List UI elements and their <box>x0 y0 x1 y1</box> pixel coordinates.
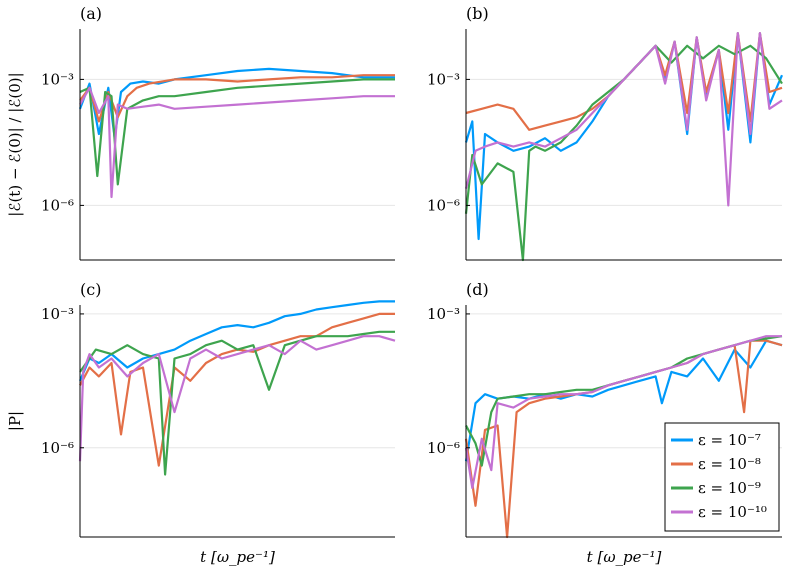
series-line-3 <box>79 78 395 186</box>
panel-1: 10⁻³ 10⁻⁶ (a) |ℰ(t) − ℰ(0)| / |ℰ(0)| <box>6 4 395 261</box>
panel-label: (b) <box>466 4 489 23</box>
series-line-4 <box>79 86 395 199</box>
series-line-3 <box>79 330 395 476</box>
legend-entry: ε = 10⁻¹⁰ <box>698 503 767 521</box>
panel-label: (a) <box>80 4 102 23</box>
y-tick-label: 10⁻³ <box>427 305 460 323</box>
panel-label: (c) <box>80 280 101 299</box>
y-tick-label: 10⁻³ <box>41 70 74 88</box>
y-axis-label: |P| <box>6 411 24 431</box>
series-line-4 <box>78 335 396 462</box>
x-axis-label: t [ω_pe⁻¹] <box>200 548 275 566</box>
legend-entry: ε = 10⁻⁹ <box>698 479 761 497</box>
series-line-4 <box>464 335 782 489</box>
y-tick-label: 10⁻³ <box>427 70 460 88</box>
y-tick-label: 10⁻⁶ <box>41 439 74 457</box>
x-axis-label: t [ω_pe⁻¹] <box>587 548 662 566</box>
y-axis-label: |ℰ(t) − ℰ(0)| / |ℰ(0)| <box>6 72 24 216</box>
series-line-4 <box>464 32 783 207</box>
series-line-1 <box>78 300 395 382</box>
y-tick-label: 10⁻⁶ <box>427 196 460 214</box>
legend-entry: ε = 10⁻⁷ <box>698 431 761 449</box>
legend-entry: ε = 10⁻⁸ <box>698 455 761 473</box>
y-tick-label: 10⁻⁶ <box>427 439 460 457</box>
panel-label: (d) <box>466 280 489 299</box>
panel-3: 10⁻³ 10⁻⁶ (c) t [ω_pe⁻¹] |P| <box>6 280 396 566</box>
series-line-3 <box>464 44 783 262</box>
panel-4: 10⁻³10⁻⁶(d)t [ω_pe⁻¹]ε = 10⁻⁷ε = 10⁻⁸ε =… <box>427 280 783 566</box>
legend: ε = 10⁻⁷ ε = 10⁻⁸ ε = 10⁻⁹ ε = 10⁻¹⁰ <box>664 422 780 532</box>
y-tick-label: 10⁻³ <box>41 305 74 323</box>
panel-2: 10⁻³ 10⁻⁶ (b) <box>427 4 784 262</box>
y-tick-label: 10⁻⁶ <box>41 196 74 214</box>
series-line-2 <box>79 312 395 467</box>
